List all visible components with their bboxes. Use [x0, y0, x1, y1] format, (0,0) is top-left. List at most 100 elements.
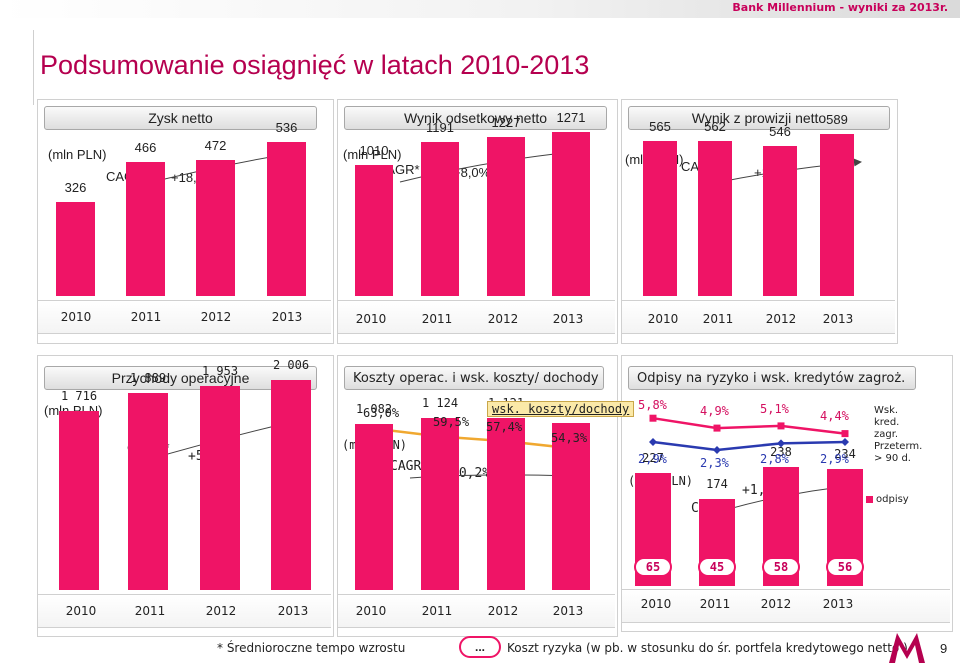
bank-logo-icon — [889, 633, 925, 663]
bar-value-label: 1 124 — [421, 395, 459, 410]
bar-zysk-2013 — [267, 141, 306, 296]
cost-of-risk-bubble: 45 — [698, 557, 736, 577]
year-label: 2013 — [822, 312, 854, 326]
legend-cost-income: wsk. koszty/dochody — [487, 401, 635, 417]
legend-line: Wsk. — [874, 405, 899, 416]
bar-value-label: 546 — [769, 123, 791, 139]
title-zysk: Zysk netto — [44, 106, 317, 130]
year-label: 2012 — [765, 312, 797, 326]
brand-label: Bank Millennium - wyniki za 2013r. — [732, 1, 948, 14]
year-label: 2012 — [760, 597, 792, 611]
overdue-label: 2,8% — [760, 452, 789, 466]
year-label: 2013 — [552, 312, 584, 326]
bar-prowizje-2012 — [763, 145, 797, 296]
bar-value-label: 536 — [275, 119, 298, 135]
year-label: 2012 — [205, 604, 237, 618]
bar-odsetki-2012 — [487, 137, 525, 296]
bar-value-label: 565 — [649, 118, 671, 134]
overdue-label: 2,9% — [638, 452, 667, 466]
bar-value-label: 234 — [834, 447, 856, 461]
year-label: 2013 — [822, 597, 854, 611]
legend-swatch — [866, 496, 873, 503]
title-prowizje: Wynik z prowizji netto — [628, 106, 890, 130]
year-label: 2011 — [134, 604, 166, 618]
bar-zysk-2011 — [126, 162, 165, 296]
bar-odsetki-2013 — [552, 131, 590, 296]
npl-label: 4,9% — [700, 404, 729, 418]
ratio-label: 63,0% — [363, 406, 400, 420]
footnote: * Średnioroczne tempo wzrostu — [217, 641, 406, 655]
bar-value-label: 1010 — [359, 143, 389, 159]
year-label: 2013 — [552, 604, 584, 618]
top-bar: Bank Millennium - wyniki za 2013r. — [0, 0, 960, 18]
years-zysk: 2010 2011 2012 2013 — [38, 300, 331, 334]
bar-value-label: 589 — [826, 112, 848, 128]
legend-line: zagr. — [874, 429, 899, 440]
bar-value-label: 562 — [704, 119, 726, 135]
bar-value-label: 466 — [134, 140, 157, 156]
bar-koszty-2013 — [552, 422, 590, 590]
bar-przychody-2013 — [271, 380, 311, 590]
bar-zysk-2012 — [196, 160, 235, 296]
unit-label: (mln PLN) — [343, 147, 402, 162]
bar-przychody-2010 — [59, 410, 99, 590]
year-label: 2012 — [200, 310, 232, 324]
bar-przychody-2012 — [200, 385, 240, 590]
ratio-label: 59,5% — [433, 415, 470, 429]
bar-value-label: 174 — [706, 477, 728, 491]
year-label: 2010 — [647, 312, 679, 326]
bar-value-label: 1 082 — [355, 402, 393, 417]
title-divider — [33, 30, 34, 105]
bar-koszty-2012 — [487, 418, 525, 590]
year-label: 2010 — [640, 597, 672, 611]
year-label: 2010 — [355, 312, 387, 326]
title-odsetki: Wynik odsetkowy netto — [344, 106, 607, 130]
years-odpisy: 2010 2011 2012 2013 — [622, 589, 950, 623]
bar-prowizje-2010 — [643, 140, 677, 296]
bar-prowizje-2011 — [698, 141, 732, 296]
bar-przychody-2011 — [128, 392, 168, 590]
npl-label: 5,1% — [760, 402, 789, 416]
bar-odsetki-2011 — [421, 141, 459, 296]
year-label: 2013 — [277, 604, 309, 618]
cost-of-risk-bubble: 58 — [762, 557, 800, 577]
year-label: 2011 — [130, 310, 162, 324]
page-title: Podsumowanie osiągnięć w latach 2010-201… — [40, 50, 590, 80]
bar-value-label: 1227 — [491, 115, 521, 131]
legend-line: > 90 d. — [874, 453, 911, 464]
bar-koszty-2011 — [421, 417, 459, 590]
year-label: 2012 — [487, 604, 519, 618]
npl-label: 5,8% — [638, 398, 667, 412]
bar-value-label: 227 — [642, 450, 664, 465]
year-label: 2011 — [421, 604, 453, 618]
unit-label: (mln PLN) — [48, 147, 107, 162]
years-przychody: 2010 2011 2012 2013 — [38, 594, 331, 628]
overdue-label: 2,9% — [820, 452, 849, 466]
bar-value-label: 1 953 — [201, 363, 239, 378]
legend-lines: Wsk. kred. zagr. Przeterm. > 90 d. — [874, 405, 922, 465]
years-koszty: 2010 2011 2012 2013 — [338, 594, 615, 628]
ratio-label: 54,3% — [551, 431, 588, 445]
bar-value-label: 1271 — [556, 109, 586, 125]
bar-value-label: 326 — [64, 180, 87, 196]
year-label: 2012 — [487, 312, 519, 326]
title-koszty: Koszty operac. i wsk. koszty/ dochody — [344, 366, 604, 390]
bar-value-label: 238 — [770, 445, 792, 459]
ratio-label: 57,4% — [486, 420, 523, 434]
bar-zysk-2010 — [56, 202, 95, 296]
cost-of-risk-legend-bubble: ... — [459, 636, 501, 658]
year-label: 2010 — [60, 310, 92, 324]
page-number: 9 — [940, 641, 948, 656]
legend-line: kred. — [874, 417, 900, 428]
bar-value-label: 1191 — [426, 119, 454, 135]
bar-odsetki-2010 — [355, 165, 393, 296]
bar-value-label: 1 716 — [60, 388, 98, 403]
year-label: 2011 — [699, 597, 731, 611]
year-label: 2010 — [355, 604, 387, 618]
bar-value-label: 2 006 — [272, 358, 310, 373]
cost-of-risk-bubble: 65 — [634, 557, 672, 577]
year-label: 2013 — [271, 310, 303, 324]
title-odpisy: Odpisy na ryzyko i wsk. kredytów zagroż. — [628, 366, 916, 390]
cost-of-risk-bubble: 56 — [826, 557, 864, 577]
bar-prowizje-2013 — [820, 134, 854, 296]
